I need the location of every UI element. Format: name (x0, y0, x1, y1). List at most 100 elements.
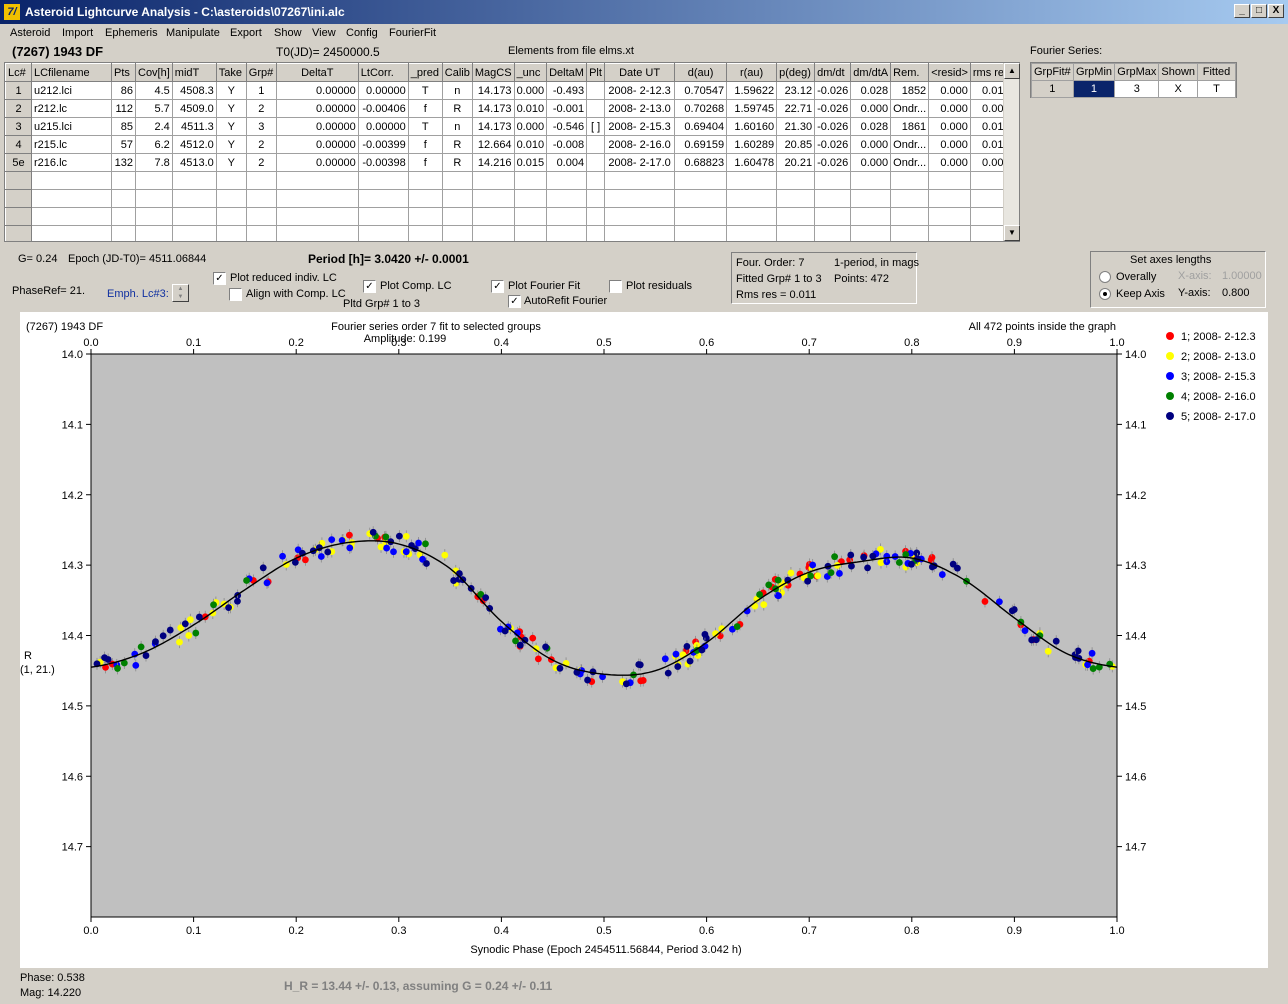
table-cell[interactable]: -0.001 (546, 99, 588, 118)
table-cell[interactable] (850, 207, 892, 226)
plot-reduced-checkbox[interactable]: ✓ (213, 272, 226, 285)
table-cell[interactable]: -0.00399 (357, 135, 409, 154)
table-cell[interactable] (275, 189, 359, 208)
table-cell[interactable]: f (407, 99, 443, 118)
col-header[interactable]: Fitted (1197, 63, 1236, 81)
table-cell[interactable]: 2008- 2-13.0 (604, 99, 676, 118)
table-cell[interactable]: 0.69159 (674, 135, 728, 154)
table-cell[interactable] (407, 171, 443, 190)
table-cell[interactable]: 0.015 (513, 153, 548, 172)
table-cell[interactable] (471, 189, 515, 208)
table-cell[interactable]: 2 (245, 135, 277, 154)
table-cell[interactable]: -0.493 (546, 81, 588, 100)
table-cell[interactable]: 6.2 (135, 135, 173, 154)
row-header[interactable] (5, 225, 32, 241)
table-cell[interactable] (245, 189, 277, 208)
menu-manipulate[interactable]: Manipulate (166, 27, 220, 39)
table-cell[interactable] (357, 189, 409, 208)
table-cell[interactable]: 57 (111, 135, 136, 154)
table-cell[interactable]: 14.173 (471, 117, 515, 136)
table-cell[interactable] (171, 189, 217, 208)
table-cell[interactable]: 0.00000 (357, 81, 409, 100)
table-cell[interactable]: r212.lc (31, 99, 112, 118)
col-header[interactable]: DeltaM (546, 63, 588, 82)
menu-view[interactable]: View (312, 27, 336, 39)
col-header[interactable]: Grp# (245, 63, 277, 82)
minimize-button[interactable]: _ (1234, 4, 1250, 18)
menu-fourierfit[interactable]: FourierFit (389, 27, 437, 39)
table-cell[interactable]: 7.8 (135, 153, 173, 172)
table-cell[interactable]: 0.70547 (674, 81, 728, 100)
table-cell[interactable]: 0.008 (969, 153, 1013, 172)
table-cell[interactable] (215, 207, 247, 226)
table-cell[interactable]: f (407, 153, 443, 172)
table-cell[interactable]: 1.59622 (726, 81, 778, 100)
table-cell[interactable]: 5.7 (135, 99, 173, 118)
col-header[interactable]: Cov[h] (135, 63, 173, 82)
table-cell[interactable]: 21.30 (776, 117, 816, 136)
table-cell[interactable] (814, 207, 852, 226)
table-cell[interactable] (586, 171, 606, 190)
table-cell[interactable]: 4511.3 (171, 117, 217, 136)
table-cell[interactable]: T (407, 117, 443, 136)
table-cell[interactable]: 4509.0 (171, 99, 217, 118)
table-cell[interactable] (586, 81, 606, 100)
table-cell[interactable]: 0.00000 (275, 81, 359, 100)
table-cell[interactable] (171, 171, 217, 190)
table-cell[interactable]: 0.000 (850, 135, 892, 154)
col-header[interactable]: Pts (111, 63, 136, 82)
plot-residuals-checkbox[interactable] (609, 280, 622, 293)
col-header[interactable]: _pred (407, 63, 443, 82)
overall-radio[interactable] (1099, 271, 1111, 283)
table-row[interactable]: 5e r216.lc 132 7.8 4513.0 Y 2 0.00000 -0.00398 f R… (5, 153, 1013, 172)
table-cell[interactable]: 0.000 (928, 153, 971, 172)
table-cell[interactable]: -0.026 (814, 153, 852, 172)
table-cell[interactable] (441, 171, 473, 190)
autorefit-checkbox[interactable]: ✓ (508, 295, 521, 308)
table-cell[interactable] (31, 225, 112, 241)
table-cell[interactable]: 22.71 (776, 99, 816, 118)
table-cell[interactable] (586, 189, 606, 208)
table-cell[interactable] (586, 207, 606, 226)
table-cell[interactable]: 4513.0 (171, 153, 217, 172)
table-cell[interactable] (776, 189, 816, 208)
table-cell[interactable] (471, 171, 515, 190)
scroll-up-icon[interactable]: ▲ (1004, 63, 1020, 79)
table-cell[interactable]: 1.60289 (726, 135, 778, 154)
col-header[interactable]: DeltaT (275, 63, 359, 82)
table-cell[interactable]: Ondr... (890, 153, 930, 172)
table-cell[interactable] (31, 189, 112, 208)
table-cell[interactable] (245, 225, 277, 241)
table-cell[interactable]: 0.000 (928, 99, 971, 118)
table-cell[interactable]: [ ] (586, 117, 606, 136)
menu-asteroid[interactable]: Asteroid (10, 27, 51, 39)
table-cell[interactable]: 0.000 (850, 99, 892, 118)
table-cell[interactable] (407, 225, 443, 241)
table-cell[interactable] (928, 171, 971, 190)
table-cell[interactable]: 0.00000 (275, 99, 359, 118)
col-header[interactable]: dm/dt (814, 63, 852, 82)
col-header[interactable]: GrpMax (1114, 63, 1160, 81)
table-cell[interactable]: 0.000 (928, 135, 971, 154)
table-cell[interactable]: 2.4 (135, 117, 173, 136)
table-cell[interactable]: 14.173 (471, 81, 515, 100)
col-header[interactable]: <resid> (928, 63, 971, 82)
table-cell[interactable]: T (1197, 80, 1236, 98)
table-cell[interactable]: 3 (1114, 80, 1160, 98)
table-cell[interactable] (441, 225, 473, 241)
table-cell[interactable] (674, 207, 728, 226)
menu-import[interactable]: Import (62, 27, 94, 39)
table-cell[interactable]: 0.000 (850, 153, 892, 172)
table-cell[interactable] (513, 171, 548, 190)
table-scrollbar[interactable]: ▲ ▼ (1003, 63, 1020, 241)
table-cell[interactable]: 20.21 (776, 153, 816, 172)
table-cell[interactable]: 0.00000 (275, 117, 359, 136)
align-comp-checkbox[interactable] (229, 288, 242, 301)
col-header[interactable]: Rem. (890, 63, 930, 82)
row-header[interactable]: 1 (5, 81, 32, 100)
table-cell[interactable]: 2008- 2-17.0 (604, 153, 676, 172)
table-cell[interactable] (890, 207, 930, 226)
table-cell[interactable] (171, 225, 217, 241)
table-cell[interactable]: X (1158, 80, 1199, 98)
